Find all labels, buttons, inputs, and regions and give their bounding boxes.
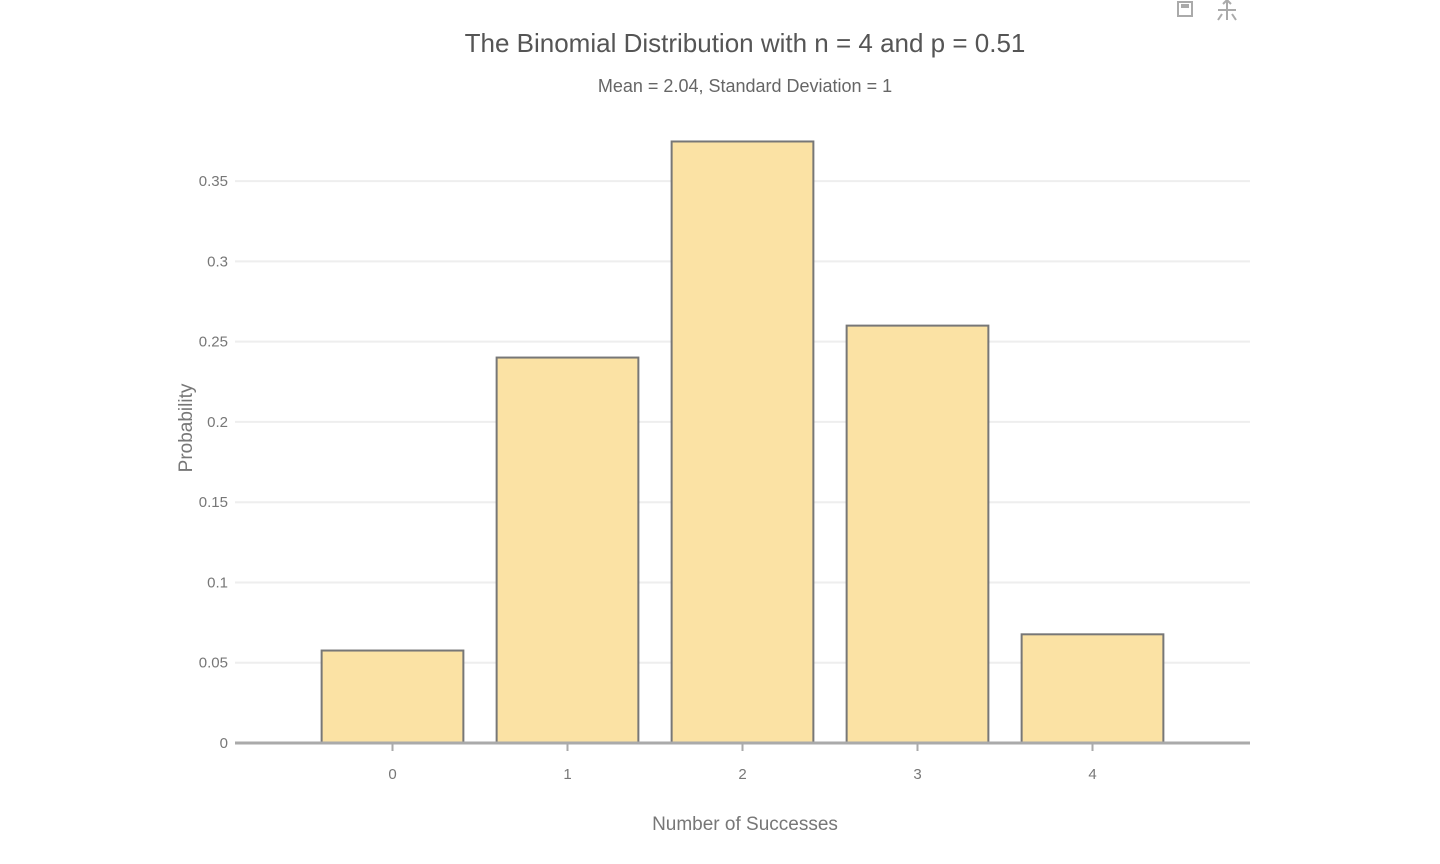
y-tick-label: 0.25 xyxy=(199,334,228,351)
bar-0[interactable] xyxy=(320,649,465,744)
y-tick-label: 0.3 xyxy=(207,253,228,270)
chart-title: The Binomial Distribution with n = 4 and… xyxy=(465,28,1026,58)
y-tick-label: 0.2 xyxy=(207,414,228,431)
x-tick-label: 2 xyxy=(738,766,746,783)
pan-icon[interactable] xyxy=(1217,0,1237,21)
y-tick-label: 0.35 xyxy=(199,173,228,190)
x-tick-label: 0 xyxy=(388,766,396,783)
bar-3[interactable] xyxy=(845,324,990,744)
y-axis-label: Probability xyxy=(176,383,197,472)
y-tick-label: 0 xyxy=(220,735,228,752)
bar-4[interactable] xyxy=(1020,633,1165,744)
bar-1[interactable] xyxy=(495,356,640,744)
y-tick-labels: 0 0.05 0.1 0.15 0.2 0.25 0.3 0.35 xyxy=(199,173,228,752)
y-tick-label: 0.1 xyxy=(207,574,228,591)
x-axis-label: Number of Successes xyxy=(652,814,838,835)
save-icon[interactable] xyxy=(1177,1,1193,17)
x-tick-label: 4 xyxy=(1088,766,1096,783)
bars xyxy=(320,140,1165,744)
x-tick-labels: 0 1 2 3 4 xyxy=(388,743,1097,783)
chart-subtitle: Mean = 2.04, Standard Deviation = 1 xyxy=(598,76,892,96)
y-tick-label: 0.15 xyxy=(199,494,228,511)
x-tick-label: 1 xyxy=(563,766,571,783)
bar-2[interactable] xyxy=(670,140,815,744)
x-tick-label: 3 xyxy=(913,766,921,783)
y-tick-label: 0.05 xyxy=(199,655,228,672)
